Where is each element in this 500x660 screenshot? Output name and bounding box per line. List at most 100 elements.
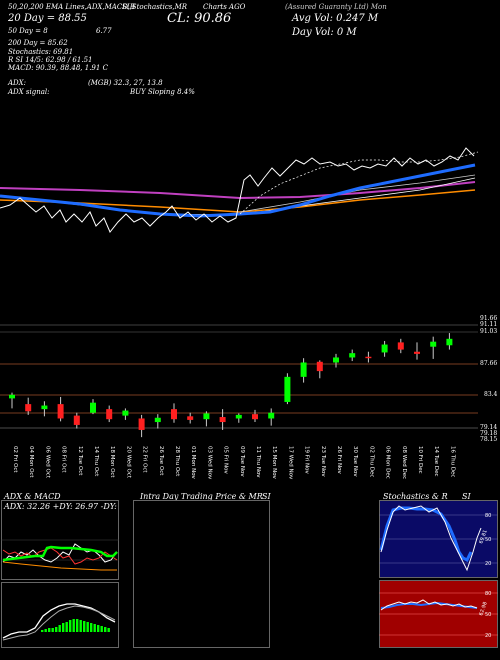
macd-histogram-bar (69, 620, 72, 632)
macd-histogram-bar (51, 628, 54, 632)
candle-body (300, 362, 307, 377)
candle-body (25, 404, 32, 412)
stochastics-si: SI (462, 492, 471, 501)
close-price: CL: 90.86 (167, 11, 232, 26)
stochastics-title: Stochastics & R (383, 492, 448, 501)
rsi-panel: 80 50 20 62.98 (379, 580, 498, 648)
macd-histogram-bar (86, 622, 89, 632)
price-level-2: 91.11 (480, 321, 498, 328)
price-line (0, 147, 475, 233)
price-level-4: 87.66 (480, 360, 498, 367)
ema-gray-line (239, 174, 476, 213)
adx-signal-value: BUY Sloping 8.4% (130, 88, 195, 96)
macd-histogram-bar (83, 621, 86, 632)
date-label: 26 Tue Oct (158, 446, 164, 476)
candle-body (268, 412, 275, 419)
candle-body (219, 417, 226, 423)
date-label: 18 Mon Oct (109, 446, 115, 478)
stoch-level-50: 50 (485, 537, 491, 543)
adx-label: ADX: (8, 79, 27, 87)
intraday-title: Intra Day Trading Price & MR (140, 492, 263, 501)
candle-body (430, 341, 437, 347)
candle-body (365, 356, 372, 359)
date-label: 06 Mon Dec (385, 446, 391, 479)
rsi-value: 62.98 (478, 601, 489, 617)
ema50-value: 6.77 (96, 27, 112, 35)
date-label: 06 Wed Oct (44, 446, 50, 479)
date-label: 30 Tue Nov (352, 446, 358, 477)
stochastics-label: Stochastics: 69.81 (8, 48, 74, 56)
macd-histogram-bar (62, 623, 65, 632)
macd-histogram-bar (55, 627, 58, 632)
date-label: 02 Thu Dec (368, 446, 374, 477)
rsi-white-line (380, 599, 478, 611)
candle-body (284, 376, 291, 402)
macd-histogram-bar (104, 627, 107, 632)
header-line-indicators-2: SI,Stochastics,MR (122, 3, 188, 11)
date-label: 15 Mon Nov (271, 446, 277, 480)
date-label: 28 Thu Oct (174, 446, 180, 477)
ema200-label: 200 Day = 85.62 (8, 39, 68, 47)
stoch-level-80: 80 (485, 513, 491, 519)
candle-body (41, 405, 48, 410)
price-level-1: 91.66 (480, 315, 498, 322)
adx-orange-line (2, 561, 117, 571)
candle-body (9, 394, 15, 399)
macd-histogram-bar (79, 620, 82, 632)
candle-body (122, 410, 129, 416)
ema-purple-line (0, 181, 476, 200)
header-company: (Assured Guaranty Ltd) Mon (285, 3, 387, 11)
candle-body (154, 417, 161, 423)
candle-body (349, 353, 356, 358)
date-label: 08 Wed Dec (401, 446, 407, 479)
adx-signal-label: ADX signal: (8, 88, 50, 96)
price-level-6: 79.14 (480, 424, 498, 431)
macd-histogram-group (41, 619, 110, 632)
macd-signal-line (2, 605, 116, 641)
price-level-5: 83.4 (484, 391, 498, 398)
date-label: 14 Tue Dec (433, 446, 439, 477)
stoch-d-line (380, 505, 482, 572)
intraday-si: SI (262, 492, 271, 501)
candle-body (57, 404, 64, 419)
day-volume: Day Vol: 0 M (292, 27, 357, 38)
date-label: 05 Fri Nov (223, 446, 229, 475)
date-label: 19 Fri Nov (304, 446, 310, 475)
candles-group (9, 333, 453, 438)
header-line-indicators: 50,20,200 EMA Lines,ADX,MACD,B (8, 3, 135, 11)
rsi-level-20: 20 (485, 633, 491, 639)
candle-body (446, 338, 453, 346)
macd-histogram-bar (44, 629, 47, 632)
date-label: 03 Wed Nov (206, 446, 212, 480)
candle-body (73, 415, 80, 425)
candle-body (138, 418, 145, 430)
main-price-chart: 02 Fri Oct 04 Mon Oct 06 Wed Oct 08 Fri Oct… (0, 147, 479, 480)
macd-histogram-bar (76, 619, 79, 632)
candle-body (106, 409, 113, 420)
macd-histogram-bar (97, 625, 100, 632)
adx-line (2, 545, 118, 562)
ema20-label: 20 Day = 88.55 (8, 13, 87, 24)
candle-body (171, 409, 177, 420)
adx-values: ADX: 32.26 +DY: 26.97 -DY: 13.52 (3, 502, 119, 511)
macd-panel (1, 582, 119, 648)
header-chart-symbol: Charts AGO (203, 3, 246, 11)
ema-lines-group (0, 147, 479, 233)
rsi-level-50: 50 (485, 612, 491, 618)
date-label: 08 Fri Oct (61, 446, 67, 473)
date-label: 17 Wed Nov (287, 446, 293, 480)
stoch-level-20: 20 (485, 561, 491, 567)
date-label: 10 Fri Dec (417, 446, 423, 474)
macd-histogram-bar (72, 619, 75, 632)
macd-histogram-bar (65, 622, 68, 632)
stochastics-panel: 80 50 20 69.81 (379, 500, 498, 578)
macd-histogram-bar (58, 625, 61, 632)
price-level-7: 79.18 (480, 430, 498, 437)
macd-histogram-bar (48, 628, 51, 632)
macd-label: MACD: 90.39, 88.48, 1.91 C (8, 64, 108, 72)
ema50-label: 50 Day = 8 (8, 27, 48, 35)
stoch-value: 69.81 (478, 529, 489, 545)
candle-body (397, 342, 404, 350)
adx-value: (MGB) 32.3, 27, 13.8 (88, 79, 163, 87)
candle-body (235, 414, 242, 419)
